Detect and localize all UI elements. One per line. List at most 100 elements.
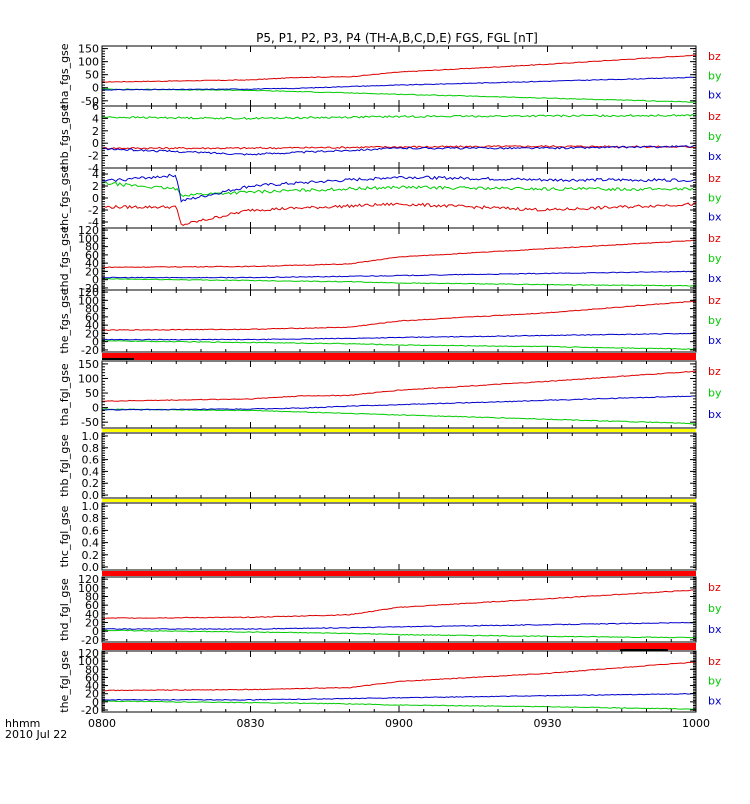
y-tick-label: 0	[92, 336, 99, 349]
legend-label-bz: bz	[708, 50, 721, 63]
series-line-thc_fgs_gse-bx	[101, 173, 697, 203]
y-tick-label: 0	[92, 192, 99, 205]
series-line-tha_fgs_gse-by	[101, 88, 697, 103]
series-line-the_fgs_gse-bx	[101, 332, 697, 341]
y-axis-label: the_fgs_gse	[58, 288, 71, 353]
series-line-thd_fgs_gse-by	[101, 278, 697, 287]
y-tick-label: 0.8	[82, 512, 100, 525]
panel-frame	[101, 576, 697, 643]
y-tick-label: 80	[85, 591, 99, 604]
y-axis-label: thc_fgl_gse	[58, 505, 71, 567]
series-line-thd_fgl_gse-by	[101, 629, 697, 639]
panel-thc_fgl_gse: 1.00.80.60.40.20.0 thc_fgl_gse	[58, 500, 697, 574]
y-tick-label: 0.6	[82, 524, 100, 537]
legend-label-by: by	[708, 252, 722, 265]
legend-label-bx: bx	[708, 211, 722, 224]
y-tick-label: 4	[92, 168, 99, 181]
y-tick-label: 0	[92, 696, 99, 709]
series-line-tha_fgs_gse-bz	[102, 54, 696, 83]
flag-bar	[102, 571, 696, 576]
series-line-tha_fgs_gse-bx	[101, 76, 696, 91]
series-line-tha_fgl_gse-bz	[101, 370, 697, 402]
y-tick-label: 0.4	[82, 465, 100, 478]
y-tick-label: -50	[81, 95, 99, 108]
y-tick-label: 80	[85, 663, 99, 676]
y-tick-label: 120	[78, 573, 99, 586]
series-line-the_fgs_gse-by	[101, 340, 697, 350]
y-axis-label: tha_fgl_gse	[58, 363, 71, 426]
flag-bar	[102, 429, 696, 432]
y-tick-label: 4	[92, 112, 99, 125]
time-tick-label: 0800	[88, 717, 116, 730]
legend-label-bz: bz	[708, 172, 721, 185]
y-tick-label: 0	[92, 402, 99, 415]
y-axis-label: tha_fgs_gse	[58, 43, 71, 108]
y-tick-label: -2	[88, 204, 99, 217]
y-tick-label: 0	[92, 82, 99, 95]
y-tick-label: 50	[85, 69, 99, 82]
legend-label-by: by	[708, 314, 722, 327]
legend-label-by: by	[708, 69, 722, 82]
y-axis-label: thb_fgs_gse	[58, 104, 71, 170]
y-tick-label: 40	[85, 319, 99, 332]
y-tick-label: 120	[78, 647, 99, 660]
y-tick-label: 100	[78, 655, 99, 668]
y-tick-label: 80	[85, 303, 99, 316]
series-line-thc_fgs_gse-by	[101, 181, 697, 198]
y-tick-label: 40	[85, 608, 99, 621]
y-axis-label: thc_fgs_gse	[58, 166, 71, 231]
legend-label-by: by	[708, 675, 722, 688]
chart-title: P5, P1, P2, P3, P4 (TH-A,B,C,D,E) FGS, F…	[256, 31, 538, 45]
y-tick-label: 0.4	[82, 537, 100, 550]
y-tick-label: 100	[78, 56, 99, 69]
y-tick-label: 0	[92, 137, 99, 150]
y-tick-label: -20	[81, 282, 99, 295]
y-tick-label: 120	[78, 224, 99, 237]
flag-bar	[102, 499, 696, 502]
legend-label-bx: bx	[708, 150, 722, 163]
y-tick-label: -50	[81, 416, 99, 429]
time-tick-label: 1000	[682, 717, 710, 730]
legend-label-bx: bx	[708, 623, 722, 636]
y-tick-label: 6	[92, 100, 99, 113]
legend-label-bz: bz	[708, 655, 721, 668]
series-line-thb_fgs_gse-bz	[101, 145, 697, 150]
legend-label-by: by	[708, 387, 722, 400]
y-tick-label: 150	[78, 43, 99, 56]
series-line-the_fgl_gse-by	[101, 700, 697, 710]
y-tick-label: 100	[78, 232, 99, 245]
legend-label-by: by	[708, 130, 722, 143]
y-tick-label: 1.0	[82, 430, 100, 443]
y-axis-label: thb_fgl_gse	[58, 434, 71, 497]
time-row-label: hhmm	[5, 717, 40, 730]
flag-segment	[102, 358, 134, 360]
y-tick-label: 120	[78, 286, 99, 299]
panel-frame	[101, 360, 697, 429]
date-label: 2010 Jul 22	[5, 728, 67, 741]
series-line-thd_fgl_gse-bx	[101, 621, 697, 630]
panel-frame	[101, 502, 697, 571]
panel-frame	[101, 227, 697, 291]
y-tick-label: 2	[92, 125, 99, 138]
y-tick-label: -2	[88, 150, 99, 163]
series-line-tha_fgl_gse-bx	[101, 395, 697, 411]
legend-label-bz: bz	[708, 581, 721, 594]
y-tick-label: 20	[85, 617, 99, 630]
y-tick-label: 1.0	[82, 500, 100, 513]
series-line-thd_fgs_gse-bx	[101, 270, 697, 279]
y-tick-label: 0.6	[82, 454, 100, 467]
time-tick-label: 0900	[385, 717, 413, 730]
series-line-the_fgl_gse-bx	[101, 692, 697, 701]
y-tick-label: 100	[78, 582, 99, 595]
panel-frame	[101, 432, 697, 499]
y-tick-label: 150	[78, 358, 99, 371]
